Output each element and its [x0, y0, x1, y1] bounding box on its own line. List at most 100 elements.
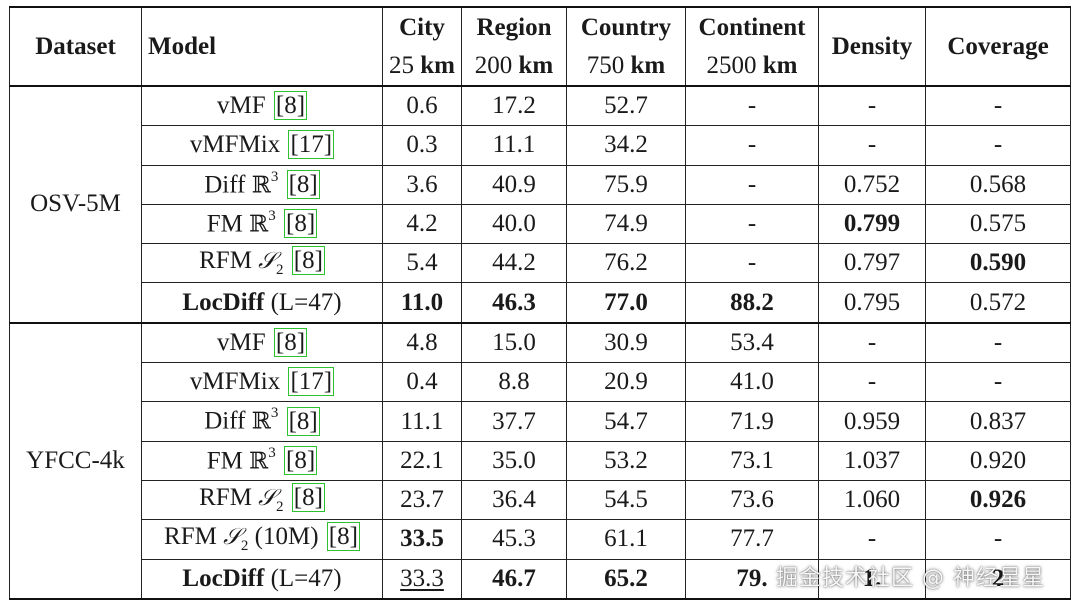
density-cell: 0.799: [818, 203, 926, 245]
country-cell: 75.9: [566, 164, 686, 205]
coverage-cell: 0.572: [925, 282, 1071, 324]
model-name: LocDiff: [182, 288, 265, 316]
model-space: ℝ: [249, 211, 269, 238]
city-cell: 0.6: [382, 85, 462, 127]
table-row: LocDiff (L=47) 33.3 46.7 65.2 79. 1. 2: [10, 558, 1071, 600]
city-cell: 0.3: [382, 125, 462, 166]
city-cell: 0.4: [382, 362, 462, 403]
model-cell: RFM 𝒮2 (10M) [8]: [141, 519, 383, 560]
table-row: FM ℝ3 [8] 22.1 35.0 53.2 73.1 1.037 0.920: [10, 440, 1071, 481]
country-cell: 54.7: [566, 401, 686, 442]
density-header: Density: [818, 6, 926, 87]
continent-cell: -: [685, 125, 819, 166]
citation-link[interactable]: [8]: [273, 327, 308, 357]
model-cell: vMFMix [17]: [141, 125, 383, 166]
city-cell: 5.4: [382, 243, 462, 284]
citation-link[interactable]: [8]: [286, 169, 320, 199]
coverage-cell: 0.568: [925, 164, 1071, 205]
region-cell: 15.0: [461, 321, 567, 364]
density-cell: -: [818, 85, 926, 127]
city-cell: 11.0: [382, 282, 462, 324]
density-cell: 1.060: [818, 479, 926, 521]
dataset-cell: YFCC-4k: [9, 321, 142, 600]
region-cell: 37.7: [461, 401, 567, 442]
citation-number: 8: [294, 210, 307, 238]
coverage-cell: -: [925, 362, 1071, 403]
table-row: vMFMix [17] 0.3 11.1 34.2- - -: [10, 125, 1071, 166]
region-cell: 8.8: [461, 362, 567, 403]
citation-link[interactable]: [8]: [286, 406, 320, 436]
region-cell: 11.1: [461, 125, 567, 166]
citation-link[interactable]: [8]: [291, 483, 325, 513]
model-header: Model: [141, 6, 383, 87]
table-row: Diff ℝ3 [8] 3.6 40.9 75.9-0.752 0.568: [10, 164, 1071, 205]
coverage-cell: -: [925, 125, 1071, 166]
country-cell: 74.9: [566, 203, 686, 245]
continent-cell: 73.1: [685, 440, 819, 481]
citation-link[interactable]: [8]: [284, 209, 318, 239]
model-cell: Diff ℝ3 [8]: [141, 164, 383, 205]
city-cell: 22.1: [382, 440, 462, 481]
model-name: Diff: [204, 407, 246, 435]
model-name: FM: [206, 210, 243, 238]
country-cell: 53.2: [566, 440, 686, 481]
region-cell: 45.3: [461, 519, 567, 560]
citation-number: 8: [284, 92, 297, 120]
table-row: FM ℝ3 [8] 4.2 40.0 74.9-0.799 0.575: [10, 203, 1071, 245]
region-cell: 44.2: [461, 243, 567, 284]
citation-link[interactable]: [8]: [273, 91, 308, 121]
model-cell: RFM 𝒮2 [8]: [141, 479, 383, 521]
density-cell: 0.797: [818, 243, 926, 284]
model-space: 𝒮: [258, 248, 276, 275]
region-cell: 17.2: [461, 85, 567, 127]
continent-cell: -: [685, 164, 819, 205]
citation-link[interactable]: [8]: [291, 246, 325, 276]
table-body: OSV-5M vMF [8] 0.6 17.2 52.7- - - vMFMix [17] 0.…: [9, 85, 1071, 600]
city-cell: 4.8: [382, 321, 462, 364]
density-cell: -: [818, 362, 926, 403]
citation-number: 17: [298, 131, 324, 159]
region-cell: 36.4: [461, 479, 567, 521]
model-space: 𝒮: [223, 524, 241, 551]
continent-cell: 71.9: [685, 401, 819, 442]
table-row: Diff ℝ3 [8] 11.1 37.7 54.7 71.9 0.959 0.837: [10, 401, 1071, 442]
continent-cell: 53.4: [685, 321, 819, 364]
city-cell: 23.7: [382, 479, 462, 521]
region-cell: 35.0: [461, 440, 567, 481]
model-name: vMFMix: [189, 131, 281, 159]
density-cell: -: [818, 321, 926, 364]
model-cell: Diff ℝ3 [8]: [141, 401, 383, 442]
citation-link[interactable]: [17]: [288, 367, 335, 397]
citation-link[interactable]: [17]: [288, 130, 335, 160]
region-cell: 40.0: [461, 203, 567, 245]
city-cell: 4.2: [382, 203, 462, 245]
model-name: RFM: [199, 247, 252, 275]
model-name: RFM: [199, 484, 252, 512]
citation-link[interactable]: [8]: [284, 445, 318, 475]
model-exponent: 3: [270, 168, 279, 185]
table-row: RFM 𝒮2 (10M) [8] 33.5 45.3 61.1 77.7- -: [10, 519, 1071, 560]
continent-header: Continent 2500 km: [685, 6, 819, 87]
model-cell: LocDiff (L=47): [141, 558, 383, 600]
region-cell: 46.7: [461, 558, 567, 600]
citation-number: 8: [337, 523, 350, 551]
dataset-header: Dataset: [9, 6, 142, 87]
model-exponent: 3: [270, 405, 279, 422]
model-cell: FM ℝ3 [8]: [141, 440, 383, 481]
model-subscript: 2: [275, 262, 284, 279]
model-space: ℝ: [249, 447, 269, 474]
continent-cell: -: [685, 243, 819, 284]
model-cell: vMFMix [17]: [141, 362, 383, 403]
dataset-cell: OSV-5M: [9, 85, 142, 324]
citation-number: 17: [298, 368, 324, 396]
model-cell: vMF [8]: [141, 321, 383, 364]
citation-number: 8: [302, 484, 315, 512]
model-exponent: 3: [268, 207, 276, 224]
table-row: YFCC-4k vMF [8] 4.8 15.0 30.9 53.4- -: [9, 321, 1071, 600]
model-cell: RFM 𝒮2 [8]: [141, 243, 383, 284]
table-row: RFM 𝒮2 [8] 5.4 44.2 76.2-0.797 0.590: [10, 243, 1071, 284]
table-row: LocDiff (L=47) 11.0 46.3 77.0 88.2 0.795 0.572: [10, 282, 1071, 324]
citation-number: 8: [294, 446, 307, 474]
citation-link[interactable]: [8]: [326, 522, 360, 552]
header-row: Dataset Model City 25 km Region 200 km C…: [9, 6, 1071, 87]
